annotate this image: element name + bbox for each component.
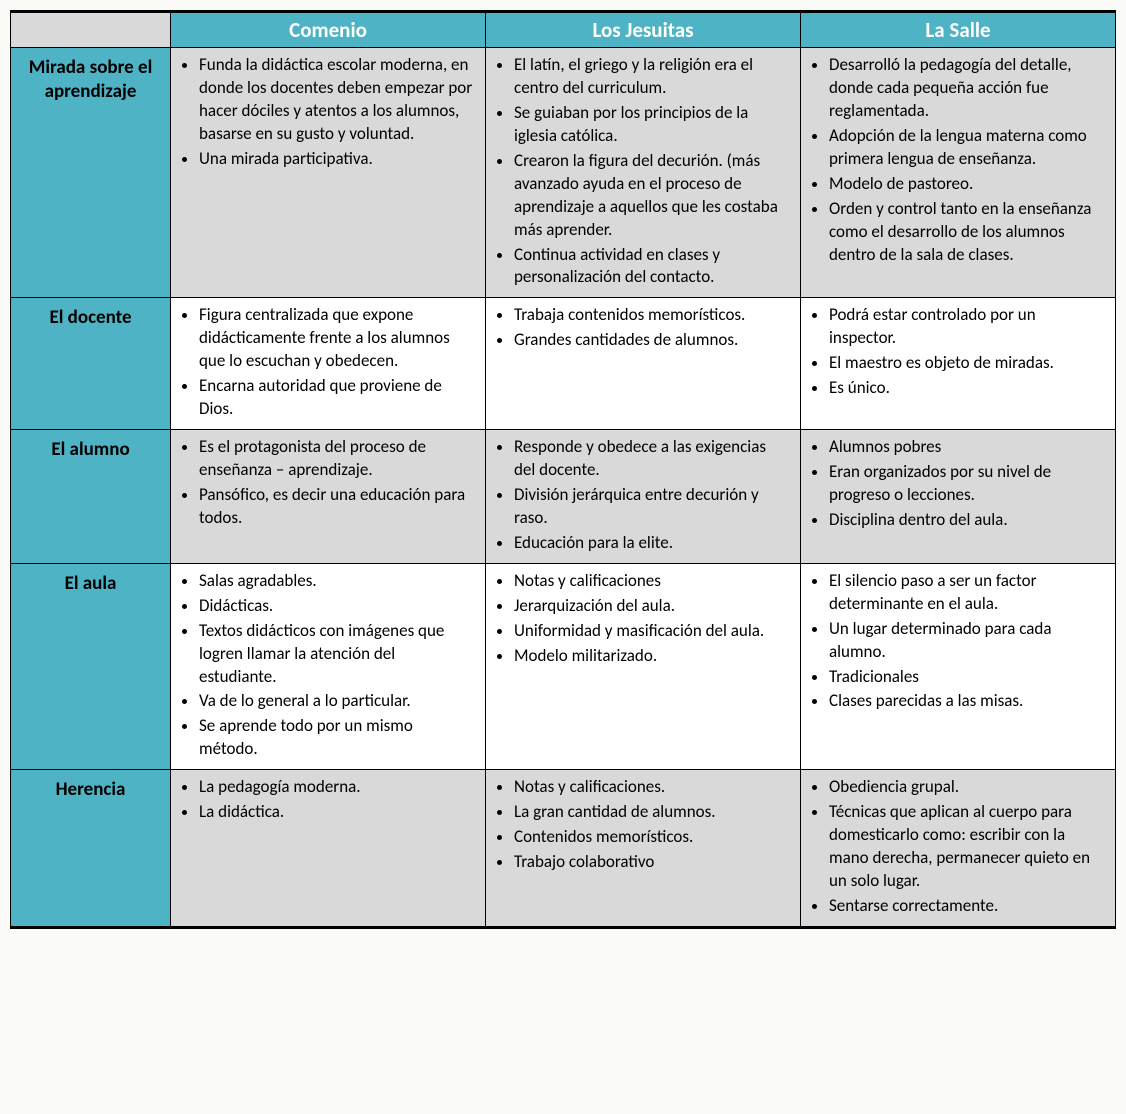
list-item: El maestro es objeto de miradas. — [829, 352, 1105, 375]
table-cell: Podrá estar controlado por un inspector.… — [801, 298, 1116, 430]
bullet-list: Desarrolló la pedagogía del detalle, don… — [811, 54, 1105, 266]
list-item: Figura centralizada que expone didáctica… — [199, 304, 475, 373]
list-item: Se aprende todo por un mismo método. — [199, 715, 475, 761]
list-item: Contenidos memorísticos. — [514, 826, 790, 849]
list-item: Va de lo general a lo particular. — [199, 690, 475, 713]
list-item: Educación para la elite. — [514, 532, 790, 555]
list-item: Pansófico, es decir una educación para t… — [199, 484, 475, 530]
table-row: Mirada sobre el aprendizaje Funda la didá… — [11, 48, 1116, 298]
table-row: El docente Figura centralizada que expone… — [11, 298, 1116, 430]
table-cell: Desarrolló la pedagogía del detalle, don… — [801, 48, 1116, 298]
list-item: Adopción de la lengua materna como prime… — [829, 125, 1105, 171]
bullet-list: Trabaja contenidos memorísticos.Grandes … — [496, 304, 790, 352]
bullet-list: La pedagogía moderna.La didáctica. — [181, 776, 475, 824]
list-item: Un lugar determinado para cada alumno. — [829, 618, 1105, 664]
list-item: La didáctica. — [199, 801, 475, 824]
table-cell: Figura centralizada que expone didáctica… — [171, 298, 486, 430]
table-cell: Trabaja contenidos memorísticos.Grandes … — [486, 298, 801, 430]
list-item: Crearon la figura del decurión. (más ava… — [514, 150, 790, 242]
list-item: Eran organizados por su nivel de progres… — [829, 461, 1105, 507]
bullet-list: Figura centralizada que expone didáctica… — [181, 304, 475, 421]
bullet-list: Podrá estar controlado por un inspector.… — [811, 304, 1105, 400]
list-item: Funda la didáctica escolar moderna, en d… — [199, 54, 475, 146]
comparison-table: Comenio Los Jesuitas La Salle Mirada sob… — [10, 10, 1116, 929]
list-item: Obediencia grupal. — [829, 776, 1105, 799]
table-cell: Responde y obedece a las exigencias del … — [486, 430, 801, 564]
table-row: El alumno Es el protagonista del proceso … — [11, 430, 1116, 564]
bullet-list: Salas agradables.Didácticas.Textos didác… — [181, 570, 475, 762]
table-cell: Alumnos pobresEran organizados por su ni… — [801, 430, 1116, 564]
row-header: Herencia — [11, 770, 171, 928]
list-item: Notas y calificaciones. — [514, 776, 790, 799]
table-cell: Funda la didáctica escolar moderna, en d… — [171, 48, 486, 298]
list-item: Notas y calificaciones — [514, 570, 790, 593]
table-cell: El silencio paso a ser un factor determi… — [801, 563, 1116, 770]
list-item: La pedagogía moderna. — [199, 776, 475, 799]
list-item: Salas agradables. — [199, 570, 475, 593]
list-item: Textos didácticos con imágenes que logre… — [199, 620, 475, 689]
table-cell: Notas y calificacionesJerarquización del… — [486, 563, 801, 770]
col-header-lasalle: La Salle — [801, 12, 1116, 48]
list-item: Técnicas que aplican al cuerpo para dome… — [829, 801, 1105, 893]
table-cell: El latín, el griego y la religión era el… — [486, 48, 801, 298]
list-item: Continua actividad en clases y personali… — [514, 244, 790, 290]
list-item: Sentarse correctamente. — [829, 895, 1105, 918]
list-item: Alumnos pobres — [829, 436, 1105, 459]
list-item: Encarna autoridad que proviene de Dios. — [199, 375, 475, 421]
list-item: Uniformidad y masificación del aula. — [514, 620, 790, 643]
row-header: El docente — [11, 298, 171, 430]
list-item: Trabajo colaborativo — [514, 851, 790, 874]
list-item: Disciplina dentro del aula. — [829, 509, 1105, 532]
list-item: Es el protagonista del proceso de enseña… — [199, 436, 475, 482]
list-item: Responde y obedece a las exigencias del … — [514, 436, 790, 482]
bullet-list: Funda la didáctica escolar moderna, en d… — [181, 54, 475, 171]
list-item: Trabaja contenidos memorísticos. — [514, 304, 790, 327]
list-item: Desarrolló la pedagogía del detalle, don… — [829, 54, 1105, 123]
list-item: División jerárquica entre decurión y ras… — [514, 484, 790, 530]
bullet-list: Es el protagonista del proceso de enseña… — [181, 436, 475, 530]
list-item: Se guiaban por los principios de la igle… — [514, 102, 790, 148]
list-item: El latín, el griego y la religión era el… — [514, 54, 790, 100]
table-row: HerenciaLa pedagogía moderna.La didáctic… — [11, 770, 1116, 928]
list-item: El silencio paso a ser un factor determi… — [829, 570, 1105, 616]
col-header-jesuitas: Los Jesuitas — [486, 12, 801, 48]
list-item: Clases parecidas a las misas. — [829, 690, 1105, 713]
table-row: El aula Salas agradables.Didácticas.Text… — [11, 563, 1116, 770]
table-cell: La pedagogía moderna.La didáctica. — [171, 770, 486, 928]
header-corner — [11, 12, 171, 48]
bullet-list: Obediencia grupal.Técnicas que aplican a… — [811, 776, 1105, 918]
bullet-list: Notas y calificacionesJerarquización del… — [496, 570, 790, 668]
bullet-list: Responde y obedece a las exigencias del … — [496, 436, 790, 555]
header-row: Comenio Los Jesuitas La Salle — [11, 12, 1116, 48]
list-item: Modelo de pastoreo. — [829, 173, 1105, 196]
row-header: El aula — [11, 563, 171, 770]
list-item: Modelo militarizado. — [514, 645, 790, 668]
list-item: La gran cantidad de alumnos. — [514, 801, 790, 824]
bullet-list: El latín, el griego y la religión era el… — [496, 54, 790, 289]
bullet-list: Alumnos pobresEran organizados por su ni… — [811, 436, 1105, 532]
list-item: Jerarquización del aula. — [514, 595, 790, 618]
row-header: El alumno — [11, 430, 171, 564]
list-item: Didácticas. — [199, 595, 475, 618]
list-item: Grandes cantidades de alumnos. — [514, 329, 790, 352]
table-body: Mirada sobre el aprendizaje Funda la didá… — [11, 48, 1116, 928]
table-cell: Es el protagonista del proceso de enseña… — [171, 430, 486, 564]
row-header: Mirada sobre el aprendizaje — [11, 48, 171, 298]
col-header-comenio: Comenio — [171, 12, 486, 48]
table-cell: Notas y calificaciones.La gran cantidad … — [486, 770, 801, 928]
table-cell: Obediencia grupal.Técnicas que aplican a… — [801, 770, 1116, 928]
list-item: Una mirada participativa. — [199, 148, 475, 171]
list-item: Orden y control tanto en la enseñanza co… — [829, 198, 1105, 267]
bullet-list: Notas y calificaciones.La gran cantidad … — [496, 776, 790, 874]
table-cell: Salas agradables.Didácticas.Textos didác… — [171, 563, 486, 770]
list-item: Podrá estar controlado por un inspector. — [829, 304, 1105, 350]
bullet-list: El silencio paso a ser un factor determi… — [811, 570, 1105, 714]
list-item: Tradicionales — [829, 666, 1105, 689]
list-item: Es único. — [829, 377, 1105, 400]
